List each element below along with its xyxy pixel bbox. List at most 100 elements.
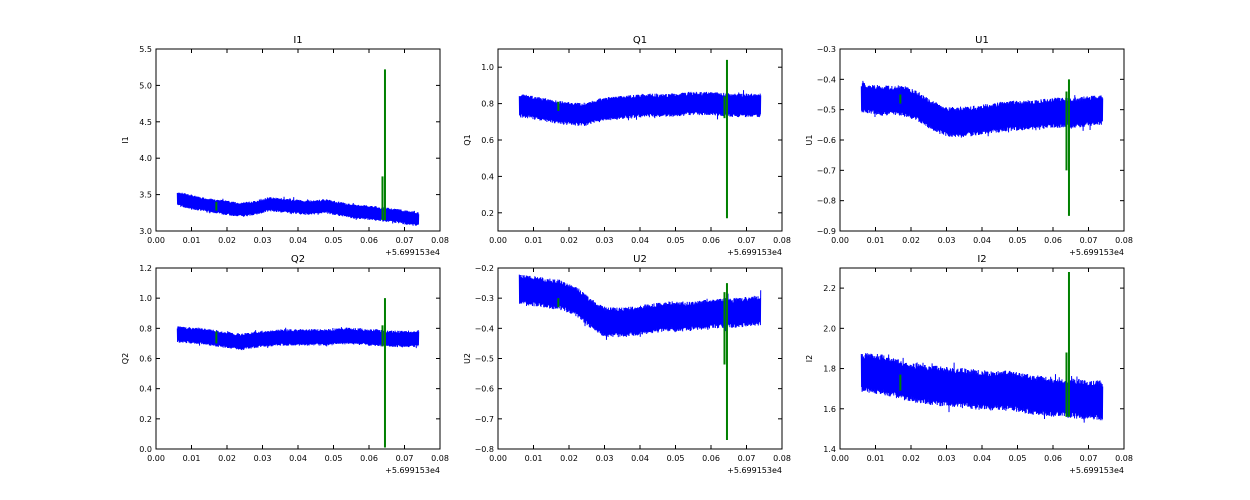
subplot-grid: 0.00 0.01 0.02 0.03 0.04 0.05 0.06 0.07 0.08 3.0 3… [121, 35, 1133, 475]
x-tick-label: 0.01 [183, 454, 201, 463]
y-tick-label: 0.6 [139, 355, 152, 364]
signal-line-q2 [176, 326, 420, 351]
y-tick-label: −0.7 [475, 415, 494, 424]
y-tick-label: 0.6 [481, 136, 494, 145]
signal-line-u1 [860, 80, 1104, 138]
x-tick-label: 0.00 [831, 236, 849, 245]
y-tick-label: 1.0 [139, 294, 152, 303]
x-tick-label: 0.04 [973, 236, 991, 245]
x-tick-label: 0.02 [902, 236, 920, 245]
y-tick-label: 5.5 [139, 45, 152, 54]
signal-line-i2 [860, 353, 1104, 423]
x-tick-label: 0.06 [1044, 236, 1062, 245]
y-tick-label: −0.4 [475, 324, 494, 333]
y-tick-label: −0.6 [817, 136, 836, 145]
y-axis-label: U2 [463, 353, 472, 364]
x-tick-label: 0.03 [938, 454, 956, 463]
x-tick-label: 0.06 [702, 236, 720, 245]
subplot-q2: 0.00 0.01 0.02 0.03 0.04 0.05 0.06 0.07 0.08 0.0 0… [121, 254, 449, 475]
y-tick-label: 0.2 [139, 415, 152, 424]
x-tick-label: 0.07 [396, 454, 414, 463]
x-tick-label: 0.08 [1115, 454, 1133, 463]
x-tick-label: 0.08 [431, 236, 449, 245]
y-tick-label: −0.3 [475, 294, 494, 303]
panel-title: U1 [975, 35, 989, 46]
x-tick-label: 0.01 [867, 454, 885, 463]
y-tick-label: 4.5 [139, 118, 152, 127]
x-tick-label: 0.08 [773, 454, 791, 463]
subplot-i2: 0.00 0.01 0.02 0.03 0.04 0.05 0.06 0.07 0.08 1.4 1… [805, 254, 1133, 475]
x-tick-label: 0.03 [254, 454, 272, 463]
y-tick-label: −0.8 [475, 445, 494, 454]
y-tick-label: 1.4 [823, 445, 836, 454]
y-tick-label: −0.6 [475, 385, 494, 394]
x-tick-label: 0.00 [489, 454, 507, 463]
y-tick-label: 4.0 [139, 154, 152, 163]
y-tick-label: −0.5 [817, 106, 836, 115]
x-tick-label: 0.07 [1080, 454, 1098, 463]
x-tick-label: 0.04 [289, 454, 307, 463]
x-tick-label: 0.06 [360, 236, 378, 245]
x-tick-label: 0.05 [325, 236, 343, 245]
signal-line-i1 [176, 192, 420, 226]
x-tick-label: 0.02 [560, 454, 578, 463]
x-tick-label: 0.00 [831, 454, 849, 463]
x-tick-label: 0.02 [902, 454, 920, 463]
signal-line-u2 [518, 274, 762, 340]
x-offset-label: +5.699153e4 [1069, 248, 1124, 257]
y-tick-label: −0.8 [817, 197, 836, 206]
subplot-q1: 0.00 0.01 0.02 0.03 0.04 0.05 0.06 0.07 0.08 0.2 0… [463, 35, 791, 257]
x-tick-label: 0.04 [631, 236, 649, 245]
x-tick-label: 0.02 [560, 236, 578, 245]
x-tick-label: 0.05 [1009, 454, 1027, 463]
x-tick-label: 0.01 [867, 236, 885, 245]
subplot-u2: 0.00 0.01 0.02 0.03 0.04 0.05 0.06 0.07 0.08 −0.8… [463, 254, 791, 475]
x-tick-label: 0.00 [147, 454, 165, 463]
x-tick-label: 0.05 [667, 454, 685, 463]
y-tick-label: −0.9 [817, 227, 836, 236]
y-tick-label: 2.0 [823, 324, 836, 333]
x-offset-label: +5.699153e4 [1069, 466, 1124, 475]
x-tick-label: 0.04 [973, 454, 991, 463]
y-tick-label: −0.2 [475, 264, 494, 273]
x-tick-label: 0.06 [360, 454, 378, 463]
x-offset-label: +5.699153e4 [727, 466, 782, 475]
x-offset-label: +5.699153e4 [385, 248, 440, 257]
signal-line-q1 [518, 90, 762, 126]
x-tick-label: 0.03 [596, 236, 614, 245]
x-tick-label: 0.03 [254, 236, 272, 245]
y-axis-label: U1 [805, 135, 814, 146]
y-tick-label: −0.7 [817, 166, 836, 175]
x-tick-label: 0.07 [396, 236, 414, 245]
x-tick-label: 0.06 [702, 454, 720, 463]
x-tick-label: 0.07 [1080, 236, 1098, 245]
y-tick-label: 0.2 [481, 209, 494, 218]
x-tick-label: 0.08 [773, 236, 791, 245]
subplot-u1: 0.00 0.01 0.02 0.03 0.04 0.05 0.06 0.07 0.08 −0.9… [805, 35, 1133, 257]
x-tick-label: 0.02 [218, 236, 236, 245]
y-tick-label: −0.4 [817, 75, 836, 84]
y-tick-label: 0.4 [481, 172, 494, 181]
x-tick-label: 0.03 [938, 236, 956, 245]
y-tick-label: −0.5 [475, 355, 494, 364]
y-axis-label: Q1 [463, 134, 472, 145]
panel-title: U2 [633, 254, 647, 265]
y-axis-label: I1 [121, 136, 130, 143]
y-tick-label: 5.0 [139, 81, 152, 90]
x-tick-label: 0.06 [1044, 454, 1062, 463]
y-axis-label: I2 [805, 355, 814, 362]
x-tick-label: 0.03 [596, 454, 614, 463]
y-tick-label: 1.2 [139, 264, 152, 273]
y-tick-label: 0.8 [481, 100, 494, 109]
y-tick-label: 2.2 [823, 284, 836, 293]
x-tick-label: 0.08 [1115, 236, 1133, 245]
y-axis-label: Q2 [121, 353, 130, 364]
x-offset-label: +5.699153e4 [727, 248, 782, 257]
x-tick-label: 0.02 [218, 454, 236, 463]
x-tick-label: 0.07 [738, 236, 756, 245]
y-tick-label: −0.3 [817, 45, 836, 54]
x-tick-label: 0.05 [1009, 236, 1027, 245]
y-tick-label: 0.8 [139, 324, 152, 333]
